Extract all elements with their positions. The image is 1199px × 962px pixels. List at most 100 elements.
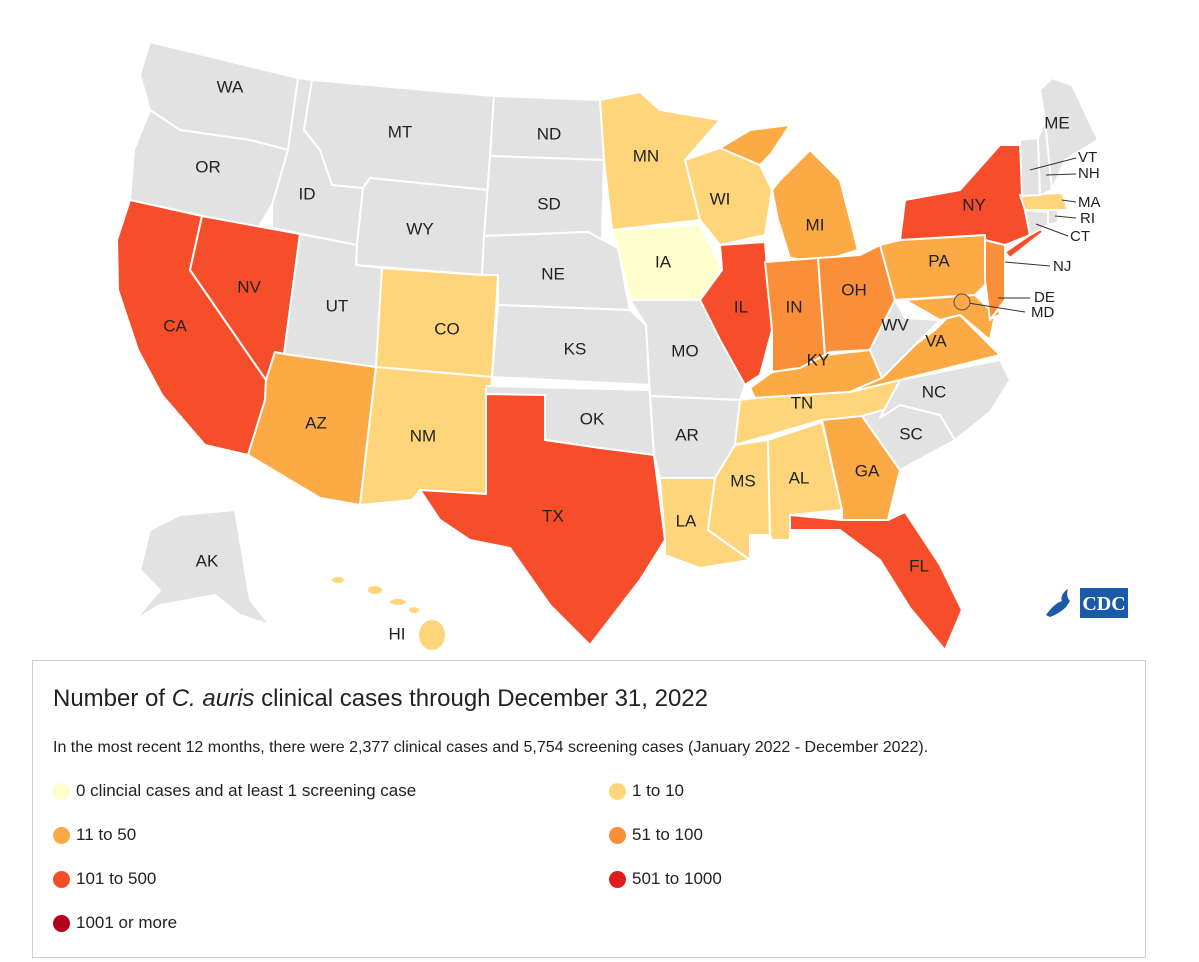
state-label-ut: UT [326,296,349,315]
state-label-ga: GA [855,461,880,480]
state-mi-up[interactable] [719,124,791,166]
state-label-oh: OH [841,280,867,299]
state-label-sc: SC [899,424,923,443]
state-label-az: AZ [305,413,327,432]
state-label-de: DE [1034,289,1055,306]
state-label-tn: TN [791,393,814,412]
state-label-nc: NC [922,382,947,401]
leader-vt [1029,157,1077,171]
state-label-ks: KS [564,339,587,358]
state-label-ky: KY [807,350,830,369]
legend-item-label: 11 to 50 [76,825,137,844]
state-label-or: OR [195,157,221,176]
state-label-vt: VT [1078,149,1097,166]
state-ma[interactable] [1019,192,1069,211]
state-md[interactable] [904,294,996,341]
state-label-ak: AK [196,551,219,570]
state-label-tx: TX [542,506,564,525]
legend-item: 11 to 50 [53,825,136,845]
legend-item-label: 0 clincial cases and at least 1 screenin… [76,781,417,800]
state-label-al: AL [789,468,810,487]
state-label-in: IN [786,297,803,316]
legend-panel: Number of C. auris clinical cases throug… [32,660,1146,958]
state-label-wy: WY [406,219,433,238]
legend-item-label: 51 to 100 [632,825,703,844]
state-label-ct: CT [1070,228,1090,245]
state-label-ma: MA [1078,194,1101,211]
state-label-wi: WI [710,189,731,208]
legend-item-label: 101 to 500 [76,869,157,888]
state-label-me: ME [1044,113,1070,132]
legend-item: 501 to 1000 [609,869,722,889]
leader-nj [1004,261,1051,267]
state-label-ia: IA [655,252,672,271]
state-co[interactable] [375,267,499,378]
legend-item: 51 to 100 [609,825,703,845]
state-label-pa: PA [928,251,950,270]
state-label-ne: NE [541,264,565,283]
legend-swatch [53,914,70,932]
state-label-wa: WA [217,77,244,96]
state-tx[interactable] [419,393,666,646]
state-me[interactable] [1039,77,1099,191]
state-label-nd: ND [537,124,562,143]
state-label-nj: NJ [1053,258,1071,275]
legend-swatch [53,870,70,888]
legend-item: 1001 or more [53,913,177,933]
leader-ma [1061,199,1077,203]
state-ct[interactable] [1024,209,1049,236]
state-label-id: ID [299,184,316,203]
state-label-il: IL [734,297,748,316]
legend-item-label: 1001 or more [76,913,178,932]
state-label-hi: HI [389,624,406,643]
legend-swatch [609,870,626,888]
state-label-nv: NV [237,277,261,296]
state-label-mo: MO [671,341,698,360]
legend-item-label: 1 to 10 [632,781,684,800]
leader-ri [1054,215,1077,219]
cdc-logo: CDC [1046,588,1128,618]
md-dc-marker [953,293,971,311]
legend-item: 101 to 500 [53,869,156,889]
legend-swatch [53,782,70,800]
state-label-sd: SD [537,194,561,213]
leader-ct [1035,223,1069,237]
state-label-ny: NY [962,195,986,214]
legend-title: Number of C. auris clinical cases throug… [53,685,708,712]
state-label-ok: OK [580,409,605,428]
state-ri[interactable] [1047,209,1059,226]
state-label-la: LA [676,511,697,530]
state-label-mt: MT [388,122,413,141]
state-nc[interactable] [879,359,1011,441]
legend-swatch [609,826,626,844]
state-label-md: MD [1031,304,1054,321]
state-label-ms: MS [730,471,756,490]
state-vt[interactable] [1019,137,1041,197]
state-fl[interactable] [789,511,963,651]
state-ak[interactable] [134,509,271,626]
state-label-mi: MI [806,215,825,234]
legend-swatch [53,826,70,844]
legend-note: In the most recent 12 months, there were… [53,739,929,756]
state-ny-li[interactable] [1004,227,1044,259]
state-label-ca: CA [163,316,187,335]
state-label-ar: AR [675,425,699,444]
legend-item: 0 clincial cases and at least 1 screenin… [53,781,416,801]
leader-nh [1045,173,1077,176]
state-label-mn: MN [633,146,659,165]
state-mi[interactable] [771,149,859,263]
state-label-nm: NM [410,426,436,445]
cdc-logo-text: CDC [1082,593,1125,615]
us-map: WA OR CA NV ID MT WY UT AZ CO NM ND SD NE KS OK TX MN IA MO… [116,41,1101,652]
legend-item: 1 to 10 [609,781,684,801]
hhs-eagle-icon [1046,589,1070,617]
state-label-ri: RI [1080,210,1095,227]
state-hi[interactable] [330,575,447,652]
state-label-va: VA [925,331,947,350]
cdc-logo-box [1080,588,1128,618]
state-label-nh: NH [1078,165,1100,182]
leader-md [967,302,1026,313]
legend-item-label: 501 to 1000 [632,869,722,888]
state-label-co: CO [434,319,460,338]
state-label-wv: WV [881,315,909,334]
